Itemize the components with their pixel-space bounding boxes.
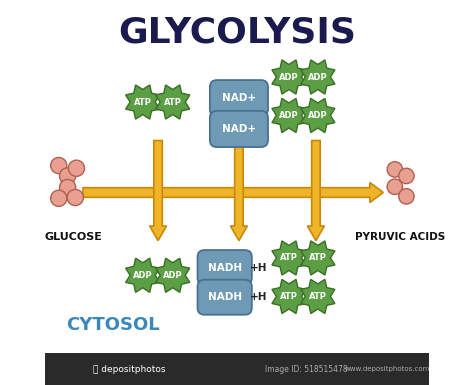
Text: ⓘ depositphotos: ⓘ depositphotos <box>93 365 165 374</box>
FancyBboxPatch shape <box>210 80 268 116</box>
Text: NAD+: NAD+ <box>222 93 256 103</box>
Text: NADH: NADH <box>208 263 242 273</box>
Circle shape <box>387 162 402 177</box>
Text: GLUCOSE: GLUCOSE <box>45 232 102 242</box>
Circle shape <box>51 190 67 206</box>
Text: ADP: ADP <box>308 72 328 82</box>
Circle shape <box>51 157 67 174</box>
Text: +H: +H <box>250 292 267 302</box>
Text: GLYCOLYSIS: GLYCOLYSIS <box>118 16 356 50</box>
Text: CYTOSOL: CYTOSOL <box>66 316 159 334</box>
Text: +H: +H <box>250 263 267 273</box>
FancyBboxPatch shape <box>210 111 268 147</box>
Circle shape <box>67 189 83 206</box>
Polygon shape <box>272 99 306 132</box>
Polygon shape <box>272 241 306 275</box>
Circle shape <box>68 160 84 176</box>
Text: www.depositphotos.com: www.depositphotos.com <box>345 366 430 372</box>
Circle shape <box>60 179 76 196</box>
Text: PYRUVIC ACIDS: PYRUVIC ACIDS <box>356 232 446 242</box>
Polygon shape <box>155 85 190 119</box>
FancyBboxPatch shape <box>198 250 252 285</box>
Text: NAD+: NAD+ <box>222 124 256 134</box>
Polygon shape <box>155 258 190 292</box>
Polygon shape <box>301 99 335 132</box>
Polygon shape <box>126 258 160 292</box>
Polygon shape <box>301 241 335 275</box>
Bar <box>45 353 429 385</box>
Circle shape <box>387 179 402 194</box>
Text: NADH: NADH <box>208 292 242 302</box>
FancyArrow shape <box>308 141 324 241</box>
Text: ADP: ADP <box>133 271 153 280</box>
Text: ADP: ADP <box>163 271 182 280</box>
Text: ATP: ATP <box>280 253 298 263</box>
FancyArrow shape <box>83 182 383 203</box>
Text: ADP: ADP <box>279 111 299 120</box>
Polygon shape <box>272 280 306 313</box>
Text: ATP: ATP <box>309 253 327 263</box>
Text: ATP: ATP <box>164 97 182 107</box>
Text: Image ID: 518515478: Image ID: 518515478 <box>265 365 347 374</box>
Polygon shape <box>126 85 160 119</box>
Polygon shape <box>272 60 306 94</box>
Polygon shape <box>301 280 335 313</box>
Text: ADP: ADP <box>308 111 328 120</box>
FancyArrow shape <box>150 141 166 241</box>
FancyArrow shape <box>230 141 247 241</box>
Text: ATP: ATP <box>309 292 327 301</box>
Circle shape <box>399 189 414 204</box>
Circle shape <box>60 168 76 184</box>
Polygon shape <box>301 60 335 94</box>
FancyBboxPatch shape <box>198 280 252 315</box>
Text: ATP: ATP <box>134 97 152 107</box>
Text: ADP: ADP <box>279 72 299 82</box>
Text: ATP: ATP <box>280 292 298 301</box>
Circle shape <box>399 168 414 184</box>
